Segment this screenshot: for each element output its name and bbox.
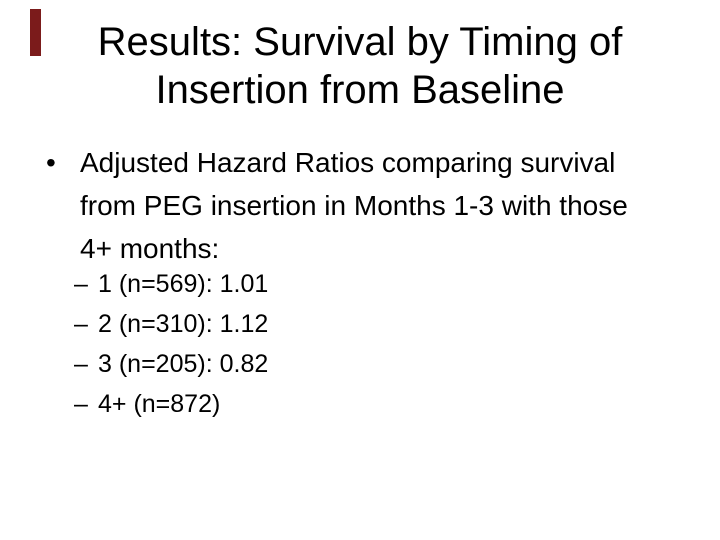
sub-bullet-text: 4+ (n=872): [98, 390, 221, 418]
dash-marker: –: [74, 350, 88, 378]
slide-title-line-1: Results: Survival by Timing of: [97, 20, 623, 64]
sub-bullet-item: – 4+ (n=872): [74, 384, 634, 424]
sub-bullet-list: – 1 (n=569): 1.01 – 2 (n=310): 1.12 – 3 …: [74, 264, 634, 424]
sub-bullet-text: 2 (n=310): 1.12: [98, 310, 269, 338]
sub-bullet-item: – 3 (n=205): 0.82: [74, 344, 634, 384]
bullet-marker: •: [46, 147, 56, 178]
dash-marker: –: [74, 310, 88, 338]
accent-bar: [30, 9, 41, 56]
bullet-item: • Adjusted Hazard Ratios comparing survi…: [46, 141, 655, 270]
sub-bullet-text: 1 (n=569): 1.01: [98, 270, 269, 298]
sub-bullet-item: – 2 (n=310): 1.12: [74, 304, 634, 344]
sub-bullet-item: – 1 (n=569): 1.01: [74, 264, 634, 304]
bullet-text: Adjusted Hazard Ratios comparing surviva…: [80, 147, 628, 264]
dash-marker: –: [74, 390, 88, 418]
dash-marker: –: [74, 270, 88, 298]
sub-bullet-text: 3 (n=205): 0.82: [98, 350, 269, 378]
slide-title: Results: Survival by Timing of Insertion…: [0, 18, 720, 114]
slide-title-line-2: Insertion from Baseline: [155, 68, 565, 112]
